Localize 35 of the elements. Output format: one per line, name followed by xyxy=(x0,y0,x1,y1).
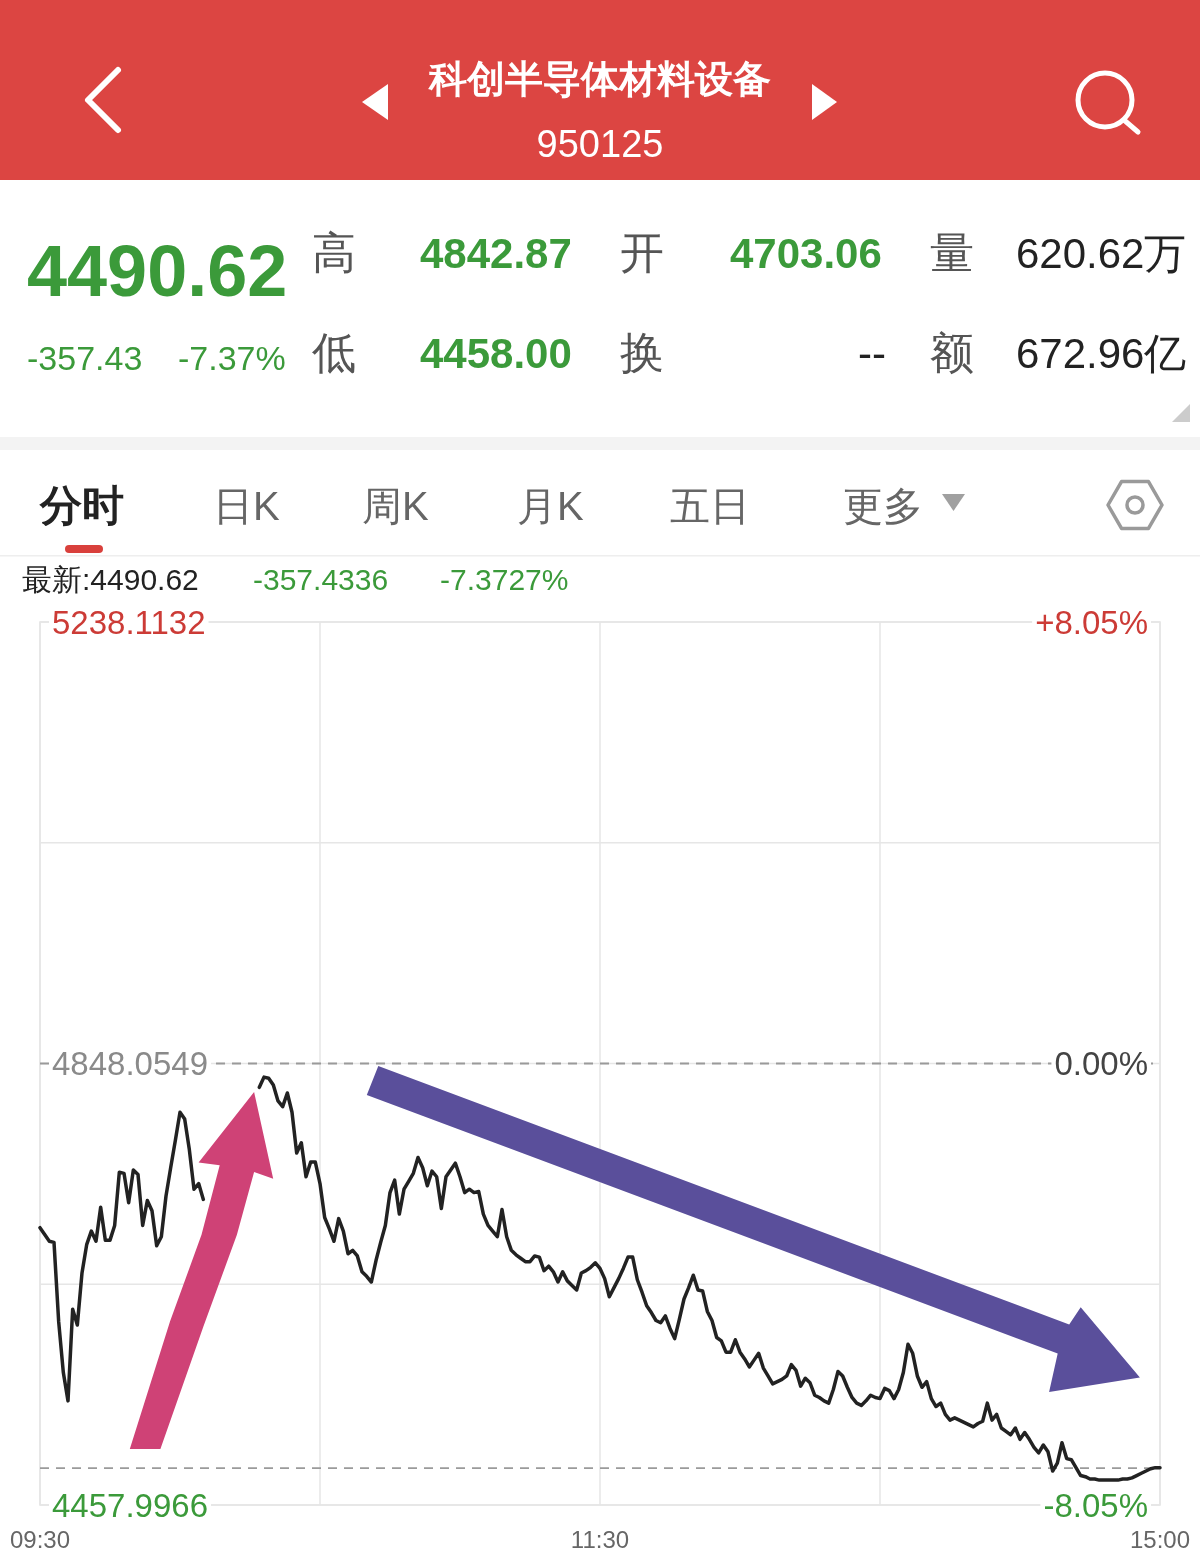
y2-tick-label: +8.05% xyxy=(1035,603,1148,641)
text: 日K xyxy=(213,484,280,528)
text: 4703.06 xyxy=(730,230,882,277)
text: 4490.62 xyxy=(27,231,288,311)
text: 672.96亿 xyxy=(1016,330,1187,377)
text: -357.4336 xyxy=(253,563,389,596)
text: 分时 xyxy=(39,482,124,529)
text: 4458.00 xyxy=(420,330,572,377)
chart-title: 科创半导体材料设备 xyxy=(428,58,771,100)
y-tick-label: 5238.1132 xyxy=(52,603,206,641)
x-tick-label: 09:30 xyxy=(9,1526,71,1550)
text: 额 xyxy=(930,328,974,377)
y-tick-label: 4457.9966 xyxy=(52,1486,208,1524)
chart-subtitle: 950125 xyxy=(536,123,664,165)
text: 五日 xyxy=(670,484,750,528)
y2-tick-label: 0.00% xyxy=(1054,1045,1148,1083)
text: -7.3727% xyxy=(440,563,569,596)
x-tick-label: 15:00 xyxy=(1129,1526,1191,1550)
text: 4842.87 xyxy=(420,230,572,277)
y2-tick-label: -8.05% xyxy=(1043,1486,1148,1524)
text: 高 xyxy=(312,228,356,277)
text: 开 xyxy=(620,228,664,277)
text: 周K xyxy=(362,484,429,528)
text: -7.37% xyxy=(178,339,286,377)
text: 月K xyxy=(517,484,584,528)
text: 低 xyxy=(312,328,356,377)
x-tick-label: 11:30 xyxy=(570,1526,630,1550)
y-tick-label: 4848.0549 xyxy=(52,1045,208,1083)
text: 更多 xyxy=(843,484,923,528)
text: 620.62万 xyxy=(1016,230,1187,277)
text: -- xyxy=(858,330,886,377)
text: 最新:4490.62 xyxy=(22,563,199,596)
text: 换 xyxy=(620,328,664,377)
text: 量 xyxy=(930,228,974,277)
text: -357.43 xyxy=(27,339,143,377)
